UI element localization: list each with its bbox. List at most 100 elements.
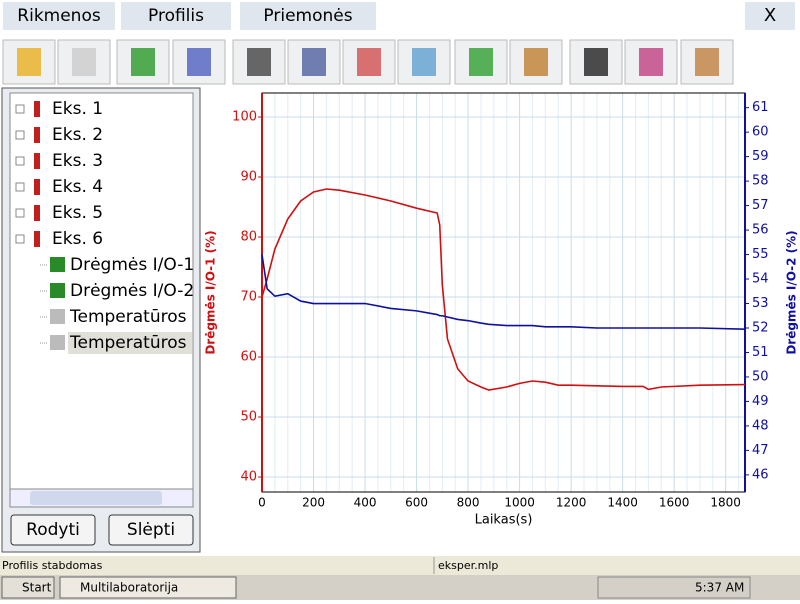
y-tick-label: 70 — [240, 290, 257, 305]
y2-tick-label: 52 — [752, 320, 769, 335]
x-tick-label: 800 — [457, 496, 480, 510]
experiment-label[interactable]: Eks. 2 — [52, 125, 103, 145]
expander[interactable] — [15, 130, 25, 140]
app-button[interactable] — [59, 576, 237, 599]
y2-tick-label: 50 — [752, 369, 769, 384]
sensor-label[interactable]: Temperatūros — [69, 307, 187, 327]
y-axis-label: Drėgmės I/O-1 (%) — [204, 230, 218, 354]
menu-label: Profilis — [148, 6, 204, 26]
exp-icon — [34, 231, 40, 247]
show-label: Rodyti — [26, 520, 80, 540]
x-tick-label: 600 — [405, 496, 428, 510]
status-text: Profilis stabdomas — [2, 559, 103, 572]
sensor-icon — [50, 283, 65, 298]
y2-tick-label: 53 — [752, 296, 769, 311]
status-file: eksper.mlp — [438, 559, 498, 572]
exp-icon — [34, 205, 40, 221]
menu-item[interactable] — [3, 2, 115, 30]
sensor-label[interactable]: Drėgmės I/O-2 — [70, 281, 194, 301]
y2-tick-label: 49 — [752, 394, 769, 409]
exp-icon — [34, 101, 40, 117]
scroll-thumb[interactable] — [30, 491, 162, 505]
y2-tick-label: 60 — [752, 125, 769, 140]
menu-item[interactable] — [121, 2, 231, 30]
x-tick-label: 400 — [354, 496, 377, 510]
sensor-icon — [50, 309, 65, 324]
menu-label: Priemonės — [263, 6, 352, 26]
tool-icon — [357, 48, 381, 76]
y2-tick-label: 57 — [752, 198, 769, 213]
tool-icon — [72, 48, 96, 76]
tool-icon — [524, 48, 548, 76]
sensor-label[interactable]: Temperatūros — [69, 333, 187, 353]
expander[interactable] — [15, 104, 25, 114]
x-tick-label: 200 — [302, 496, 325, 510]
close-button[interactable] — [745, 2, 795, 30]
sensor-icon — [50, 257, 65, 272]
expander[interactable] — [15, 208, 25, 218]
experiment-label[interactable]: Eks. 5 — [52, 203, 103, 223]
y-tick-label: 50 — [240, 410, 257, 425]
menu-bar: Rikmenos Profilis Priemonės X — [3, 2, 795, 30]
exp-icon — [34, 127, 40, 143]
x-tick-label: 1600 — [659, 496, 690, 510]
hide-label: Slėpti — [127, 520, 175, 540]
tray — [597, 576, 751, 599]
tool-icon — [584, 48, 608, 76]
x-tick-label: 1400 — [607, 496, 638, 510]
y2-tick-label: 61 — [752, 100, 769, 115]
y2-tick-label: 55 — [752, 247, 769, 262]
hide-button[interactable] — [108, 514, 194, 546]
y2-tick-label: 48 — [752, 418, 769, 433]
tool-icon — [412, 48, 436, 76]
tool-icon — [187, 48, 211, 76]
y2-tick-label: 59 — [752, 149, 769, 164]
y2-tick-label: 54 — [752, 272, 769, 287]
tool-button[interactable] — [680, 39, 734, 85]
y2-tick-label: 46 — [752, 467, 769, 482]
x-tick-label: 1000 — [504, 496, 535, 510]
sensor-icon — [50, 335, 65, 350]
x-tick-label: 1800 — [710, 496, 741, 510]
x-axis-label: Laikas(s) — [475, 513, 533, 528]
experiment-label[interactable]: Eks. 4 — [52, 177, 103, 197]
experiment-label[interactable]: Eks. 3 — [52, 151, 103, 171]
y-tick-label: 60 — [240, 350, 257, 365]
y-tick-label: 80 — [240, 230, 257, 245]
expander[interactable] — [15, 234, 25, 244]
y-tick-label: 90 — [240, 170, 257, 185]
expander[interactable] — [15, 182, 25, 192]
series-line — [261, 188, 746, 391]
tool-icon — [695, 48, 719, 76]
app-label: Multilaboratorija — [80, 581, 178, 595]
toolbar — [2, 39, 734, 85]
y-tick-label: 40 — [240, 470, 257, 485]
show-button[interactable] — [10, 514, 96, 546]
tree: Eks. 1 Eks. 2 Eks. 3 Eks. 4 Eks. 5 Eks. 6 Drėg… — [15, 99, 194, 354]
y2-tick-label: 51 — [752, 345, 769, 360]
menu-item[interactable] — [240, 2, 376, 30]
tool-icon — [469, 48, 493, 76]
menu-label: Rikmenos — [17, 6, 101, 26]
selected-bg — [68, 332, 192, 354]
close-label: X — [764, 5, 776, 26]
clock: 5:37 AM — [695, 581, 744, 595]
status-bar — [0, 556, 800, 575]
sensor-label[interactable]: Drėgmės I/O-1 — [70, 255, 194, 275]
x-tick-label: 0 — [258, 496, 266, 510]
exp-icon — [34, 179, 40, 195]
experiment-label[interactable]: Eks. 6 — [52, 229, 103, 249]
tool-icon — [302, 48, 326, 76]
tool-icon — [639, 48, 663, 76]
experiment-label[interactable]: Eks. 1 — [52, 99, 103, 119]
start-label: Start — [22, 581, 52, 595]
y2-tick-label: 58 — [752, 174, 769, 189]
start-button[interactable] — [1, 576, 55, 599]
y2-tick-label: 47 — [752, 443, 769, 458]
expander[interactable] — [15, 156, 25, 166]
series-line — [261, 254, 746, 331]
y-tick-label: 100 — [232, 110, 257, 125]
tool-icon — [131, 48, 155, 76]
tool-icon — [247, 48, 271, 76]
